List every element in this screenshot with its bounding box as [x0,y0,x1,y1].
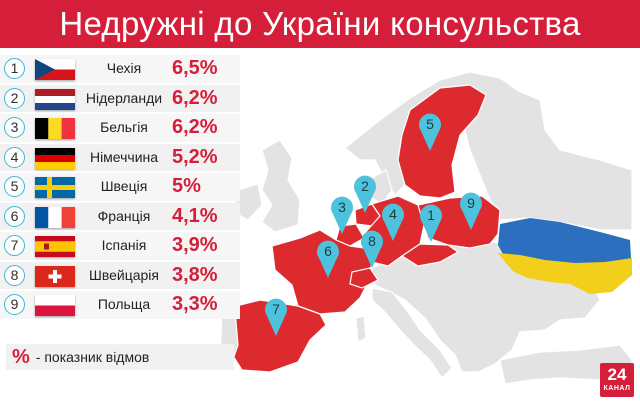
rank-number: 8 [4,264,25,286]
table-row: 6 Франція 4,1% [0,202,240,230]
refusal-rate: 5,2% [172,145,218,168]
rank-number: 2 [4,87,25,109]
map-marker-1-label: 1 [427,207,435,223]
legend-text: - показник відмов [35,349,150,365]
country-name: Бельгія [100,119,148,135]
map-marker-5: 5 [419,113,441,151]
country-name: Швеція [100,178,148,194]
refusal-rate: 6,2% [172,116,218,138]
rank-number: 3 [4,117,25,138]
map-marker-8: 8 [361,230,383,268]
poland-flag-icon [35,295,75,316]
map-marker-2: 2 [354,175,376,213]
spain-flag-icon [35,236,75,257]
table-row: 2 Нідерланди 6,2% [0,84,240,112]
map-marker-9: 9 [460,192,482,230]
table-row: 8 Швейцарія 3,8% [0,261,240,289]
map-marker-7-label: 7 [272,301,280,317]
map-marker-3-label: 3 [338,199,346,215]
rank-number: 1 [4,58,25,79]
czech-flag-icon [35,59,75,80]
netherlands-flag-icon [35,88,75,110]
table-row: 1 Чехія 6,5% [0,55,240,83]
ranking-table: 1 Чехія 6,5% 2 Нідерланди 6,2% 3 Бельгія… [0,55,240,321]
map-markers: 1 2 3 4 5 6 7 8 [265,113,482,336]
refusal-rate: 6,5% [172,57,218,79]
switzerland-flag-icon [35,265,75,287]
table-row: 5 Швеція 5% [0,173,240,201]
europe-map: 1 2 3 4 5 6 7 8 [219,71,633,385]
table-row: 3 Бельгія 6,2% [0,114,240,142]
table-row: 4 Німеччина 5,2% [0,143,240,171]
country-name: Франція [97,207,151,224]
refusal-rate: 3,3% [172,293,218,315]
map-marker-4: 4 [382,203,404,241]
map-marker-3: 3 [331,196,353,234]
map-marker-7: 7 [265,298,287,336]
map-marker-6-label: 6 [324,243,332,259]
refusal-rate: 3,8% [172,263,218,286]
map-marker-9-label: 9 [467,195,475,211]
channel-24-logo: 24 КАНАЛ [600,363,634,397]
legend-symbol: % [12,345,30,368]
france-flag-icon [35,206,75,228]
country-name: Нідерланди [85,89,163,106]
country-name: Чехія [106,60,142,76]
refusal-rate: 4,1% [172,204,218,227]
country-name: Польща [97,296,151,312]
map-marker-4-label: 4 [389,206,397,222]
rank-number: 4 [4,146,25,168]
map-marker-1: 1 [420,204,442,242]
sweden-flag-icon [35,177,75,198]
map-marker-2-label: 2 [361,178,369,194]
rank-number: 5 [4,176,25,197]
rank-number: 7 [4,235,25,256]
refusal-rate: 5% [172,175,201,197]
country-name: Швейцарія [89,266,159,283]
refusal-rate: 3,9% [172,234,218,256]
map-marker-5-label: 5 [426,116,434,132]
rank-number: 6 [4,205,25,227]
logo-label: КАНАЛ [603,385,631,392]
belgium-flag-icon [35,118,75,139]
header-banner: Недружні до України консульства [0,0,640,48]
legend: % - показник відмов [6,344,234,370]
germany-flag-icon [35,147,75,169]
ukraine-shape [498,218,632,294]
logo-number: 24 [607,365,627,384]
rank-number: 9 [4,294,25,315]
map-marker-6: 6 [317,240,339,278]
table-row: 9 Польща 3,3% [0,291,240,319]
refusal-rate: 6,2% [172,86,218,109]
table-row: 7 Іспанія 3,9% [0,232,240,260]
country-name: Німеччина [89,148,159,165]
country-name: Іспанія [101,237,147,253]
map-marker-8-label: 8 [368,233,376,249]
page-title: Недружні до України консульства [59,5,581,42]
